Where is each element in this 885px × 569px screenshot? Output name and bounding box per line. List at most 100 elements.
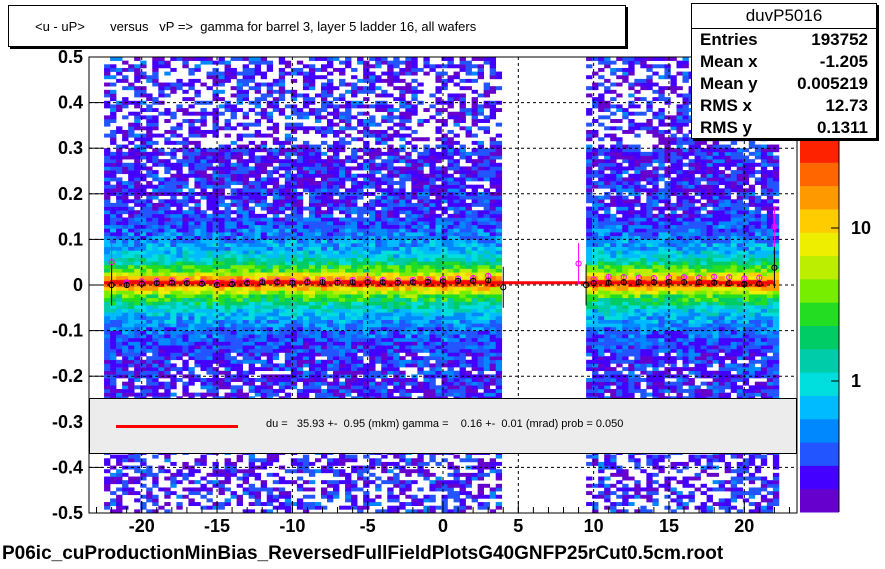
heatmap-cell [345, 159, 352, 164]
heatmap-cell [218, 294, 225, 299]
heatmap-cell [393, 461, 400, 466]
heatmap-cell [284, 162, 292, 167]
heatmap-cell [164, 352, 171, 357]
heatmap-cell [405, 483, 412, 488]
heatmap-cell [345, 487, 352, 492]
heatmap-cell [296, 144, 304, 149]
heatmap-cell [296, 239, 304, 244]
heatmap-cell [405, 294, 412, 299]
heatmap-cell [218, 316, 225, 320]
heatmap-cell [333, 316, 340, 320]
heatmap-cell [152, 184, 159, 189]
heatmap-cell [357, 253, 364, 258]
heatmap-cell [387, 381, 394, 386]
heatmap-cell [375, 228, 382, 233]
heatmap-cell [122, 243, 129, 247]
heatmap-cell [333, 308, 340, 313]
heatmap-cell [188, 122, 195, 127]
heatmap-cell [296, 319, 304, 324]
heatmap-cell [242, 305, 249, 310]
heatmap-cell [296, 228, 304, 233]
heatmap-cell [405, 232, 412, 237]
heatmap-cell [254, 224, 262, 229]
heatmap-cell [176, 308, 183, 313]
heatmap-cell [134, 337, 141, 342]
heatmap-cell [333, 334, 340, 339]
heatmap-cell [176, 104, 183, 109]
heatmap-cell [140, 133, 147, 138]
heatmap-cell [224, 341, 231, 346]
heatmap-cell [302, 86, 310, 91]
heatmap-cell [387, 108, 394, 113]
heatmap-cell [363, 250, 370, 255]
heatmap-cell [393, 367, 400, 372]
heatmap-cell [399, 119, 406, 123]
heatmap-cell [387, 334, 394, 339]
heatmap-cell [363, 385, 370, 390]
heatmap-cell [411, 352, 418, 357]
heatmap-cell [176, 352, 183, 357]
heatmap-cell [308, 228, 316, 233]
heatmap-cell [272, 170, 280, 175]
heatmap-cell [284, 166, 292, 171]
heatmap-cell [290, 232, 298, 237]
heatmap-cell [254, 199, 262, 204]
heatmap-cell [146, 363, 153, 368]
heatmap-cell [290, 272, 298, 277]
heatmap-cell [242, 188, 249, 193]
heatmap-cell [369, 345, 376, 350]
heatmap-cell [164, 239, 171, 244]
heatmap-cell [224, 337, 231, 342]
heatmap-cell [248, 268, 256, 273]
heatmap-cell [405, 115, 412, 120]
heatmap-cell [296, 126, 304, 131]
heatmap-cell [170, 392, 177, 397]
heatmap-cell [176, 505, 183, 510]
heatmap-cell [393, 301, 400, 306]
heatmap-cell [381, 509, 388, 514]
heatmap-cell [327, 217, 334, 222]
heatmap-cell [104, 210, 111, 215]
heatmap-cell [152, 250, 159, 255]
heatmap-cell [212, 461, 219, 466]
heatmap-cell [284, 126, 292, 131]
heatmap-cell [248, 312, 256, 317]
heatmap-cell [387, 213, 394, 218]
heatmap-cell [314, 57, 322, 61]
heatmap-cell [116, 286, 123, 291]
heatmap-cell [272, 363, 280, 368]
heatmap-cell [164, 86, 171, 91]
heatmap-cell [411, 334, 418, 339]
heatmap-cell [206, 319, 213, 324]
heatmap-cell [411, 294, 418, 299]
heatmap-cell [140, 476, 147, 481]
heatmap-cell [188, 151, 195, 156]
heatmap-cell [200, 352, 207, 357]
heatmap-cell [242, 184, 249, 189]
heatmap-cell [387, 202, 394, 207]
heatmap-cell [302, 170, 310, 175]
heatmap-cell [110, 250, 117, 255]
heatmap-cell [266, 301, 274, 306]
heatmap-cell [140, 217, 147, 222]
heatmap-cell [302, 337, 310, 342]
heatmap-cell [272, 261, 280, 266]
heatmap-cell [158, 210, 165, 215]
heatmap-cell [333, 202, 340, 207]
heatmap-cell [393, 312, 400, 317]
heatmap-cell [339, 221, 346, 226]
heatmap-cell [116, 458, 123, 463]
heatmap-cell [302, 184, 310, 189]
heatmap-cell [122, 232, 129, 237]
heatmap-cell [339, 166, 346, 171]
heatmap-cell [260, 228, 268, 233]
heatmap-cell [308, 253, 316, 258]
heatmap-cell [128, 381, 135, 386]
heatmap-cell [351, 363, 358, 368]
heatmap-cell [375, 133, 382, 138]
heatmap-cell [411, 261, 418, 266]
heatmap-cell [399, 104, 406, 109]
heatmap-cell [110, 370, 117, 375]
heatmap-cell [152, 272, 159, 277]
heatmap-cell [146, 166, 153, 171]
